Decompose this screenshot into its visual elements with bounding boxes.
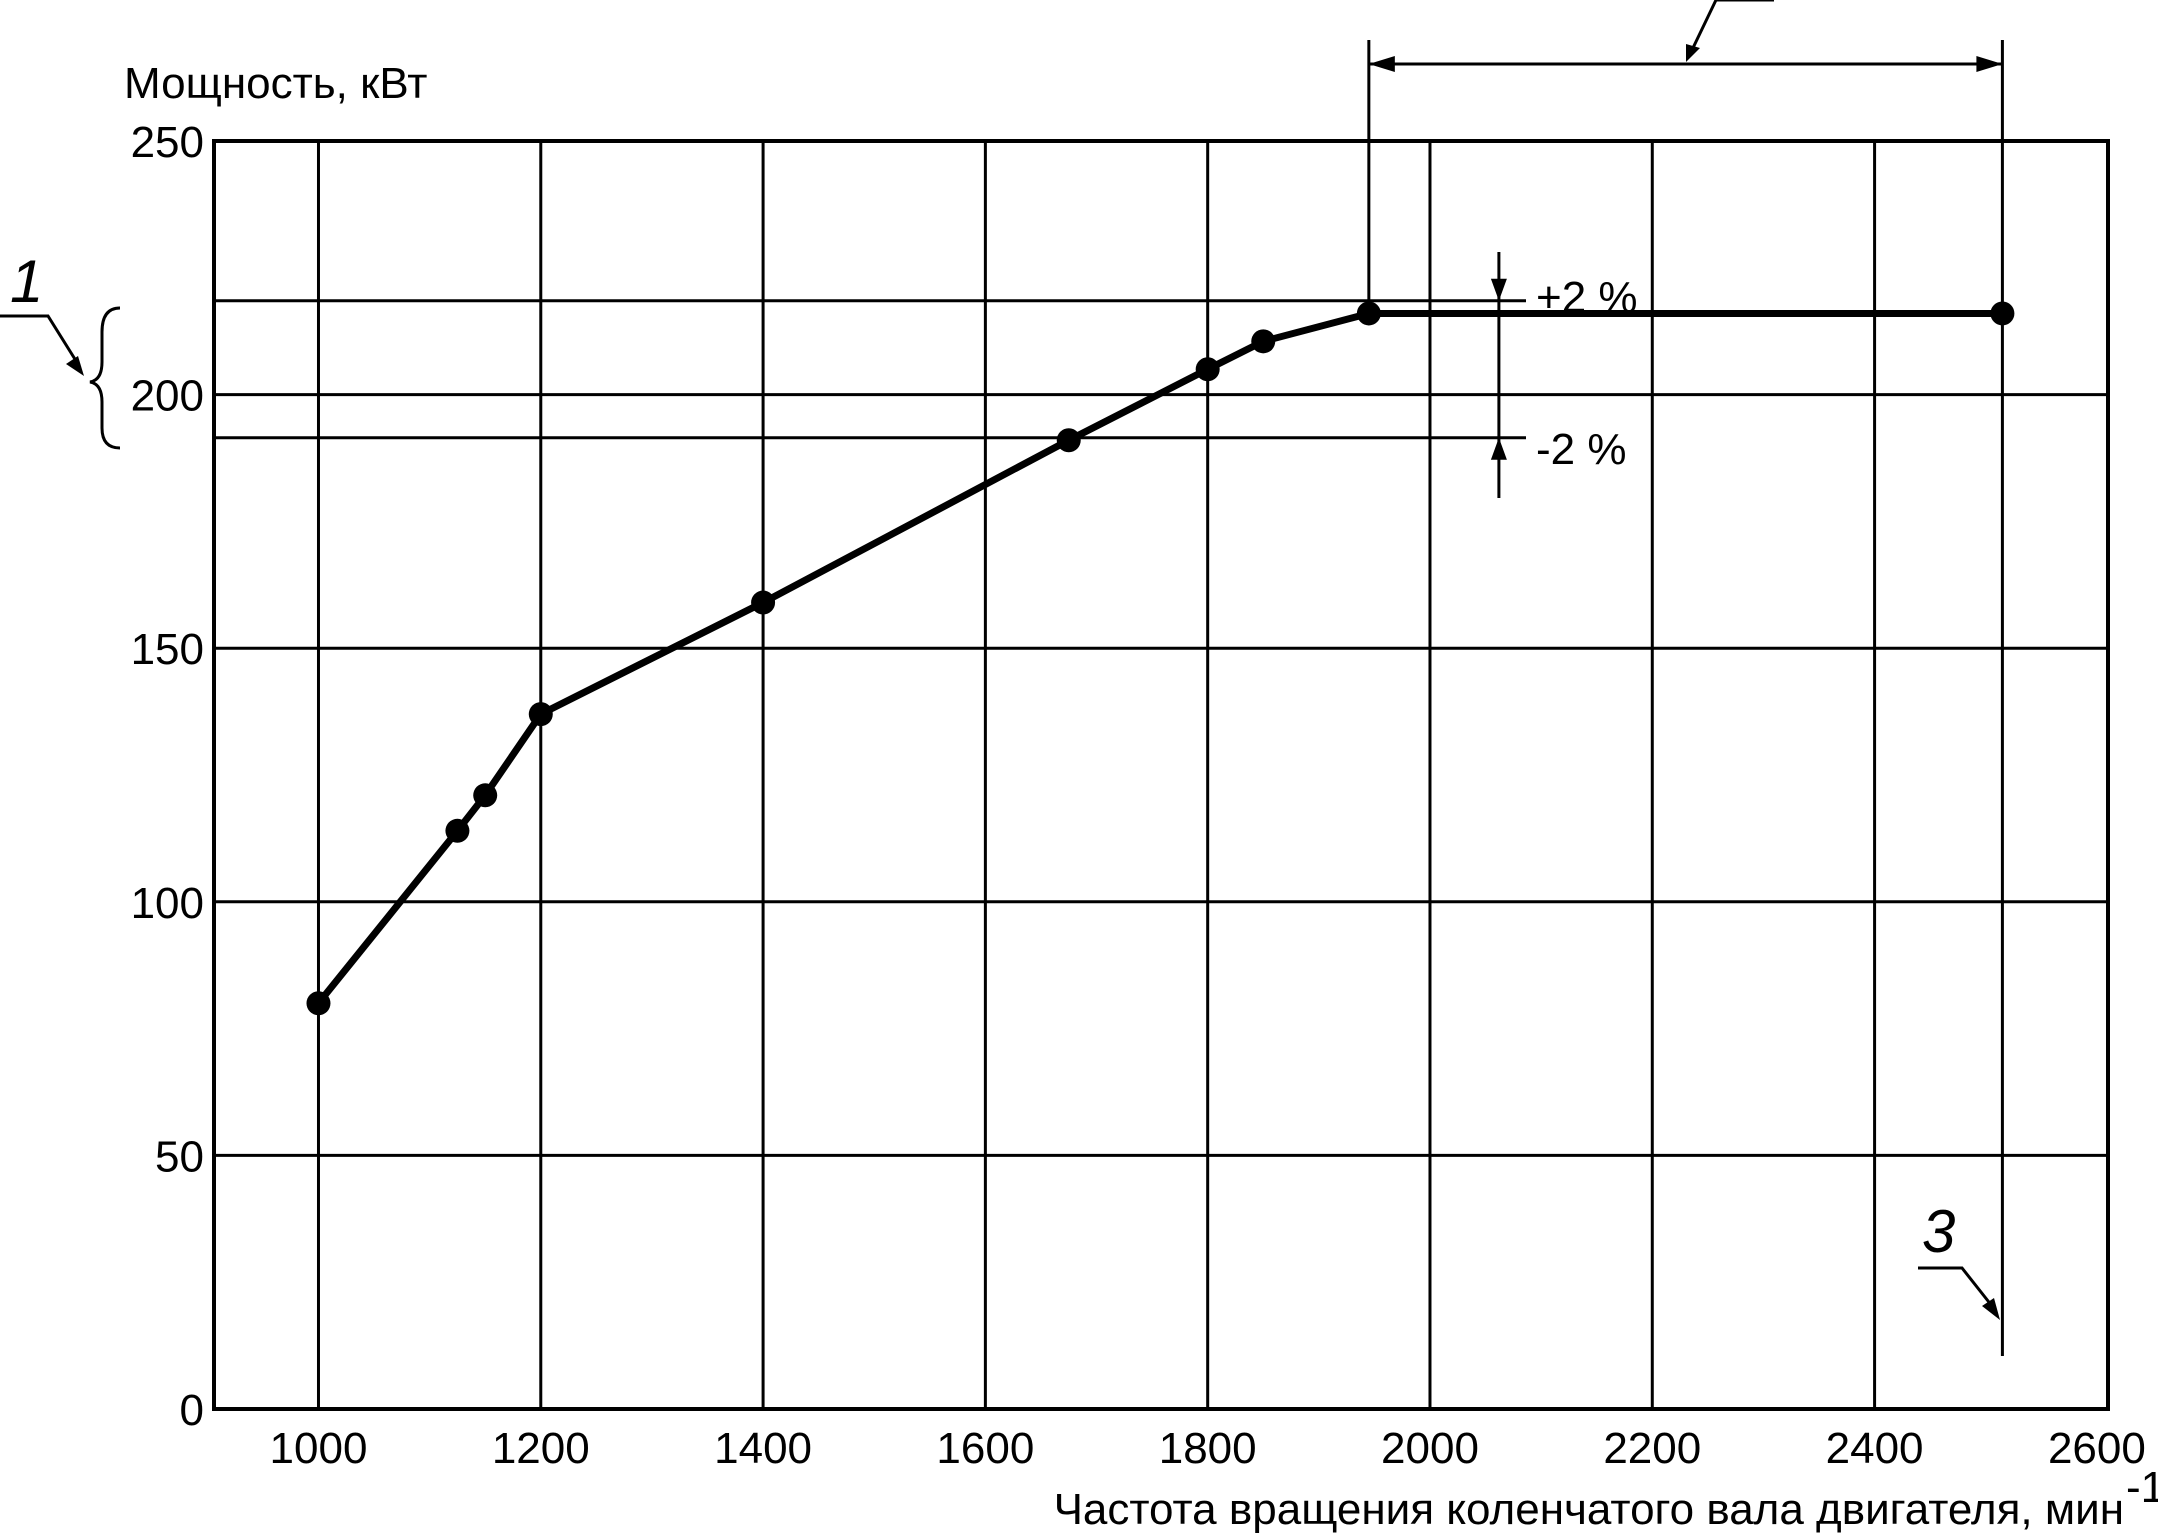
x-tick-label: 1400 (714, 1424, 812, 1473)
callout-1-arrowhead (66, 356, 84, 376)
data-point (528, 702, 553, 727)
x-tick-label: 1000 (270, 1424, 368, 1473)
range-left-arrowhead (1368, 56, 1395, 72)
y-tick-label: 100 (131, 879, 204, 928)
data-point (473, 783, 498, 808)
y-tick-label: 250 (131, 118, 204, 167)
band-upper-label: +2 % (1536, 273, 1638, 322)
data-point (445, 818, 470, 843)
y-tick-label: 200 (131, 372, 204, 421)
grid-lines (214, 141, 2108, 1409)
y-tick-label: 0 (180, 1386, 204, 1435)
x-tick-label: 2600 (2048, 1424, 2146, 1473)
band-upper-arrowhead (1490, 278, 1507, 301)
band-lower-label: -2 % (1536, 425, 1626, 474)
x-axis-title: Частота вращения коленчатого вала двигат… (1054, 1485, 2124, 1534)
callout-3-arrowhead (1982, 1298, 2000, 1320)
band-lines (214, 252, 1526, 498)
data-point (1990, 301, 2015, 326)
x-tick-label: 1200 (492, 1424, 590, 1473)
data-point (751, 590, 776, 615)
data-point (1251, 329, 1276, 354)
x-tick-labels: 1000 1200 1400 1600 1800 2000 2200 2400 2600 (270, 1424, 2146, 1473)
data-point (1195, 357, 1220, 382)
x-tick-label: 1600 (936, 1424, 1034, 1473)
y-tick-labels: 0 50 100 150 200 250 (131, 118, 204, 1435)
x-axis-title-superscript: -1 (2126, 1463, 2158, 1512)
callout-1-label: 1 (10, 248, 43, 315)
data-point (306, 991, 331, 1016)
range-right-arrowhead (1976, 56, 2003, 72)
callout-2-arrowhead (1686, 44, 1700, 62)
power-curve (315, 309, 2003, 1006)
y-tick-label: 50 (155, 1132, 204, 1181)
x-tick-label: 2000 (1381, 1424, 1479, 1473)
x-tick-label: 2200 (1603, 1424, 1701, 1473)
plot-frame (212, 139, 2110, 1411)
range-marker (1367, 40, 2004, 1356)
y-axis-title: Мощность, кВт (124, 59, 427, 108)
callout-3-leader (1918, 1266, 1994, 1307)
x-tick-label: 1800 (1159, 1424, 1257, 1473)
callout-1-brace (89, 306, 121, 450)
callout-2-leader (1690, 0, 1774, 51)
band-lower-arrowhead (1490, 437, 1507, 460)
data-point (1056, 428, 1081, 453)
callout-3-label: 3 (1922, 1198, 1955, 1265)
y-tick-label: 150 (131, 625, 204, 674)
data-series (306, 301, 2015, 1016)
callout-1-leader (0, 314, 80, 365)
data-point (1356, 301, 1381, 326)
x-tick-label: 2400 (1826, 1424, 1924, 1473)
